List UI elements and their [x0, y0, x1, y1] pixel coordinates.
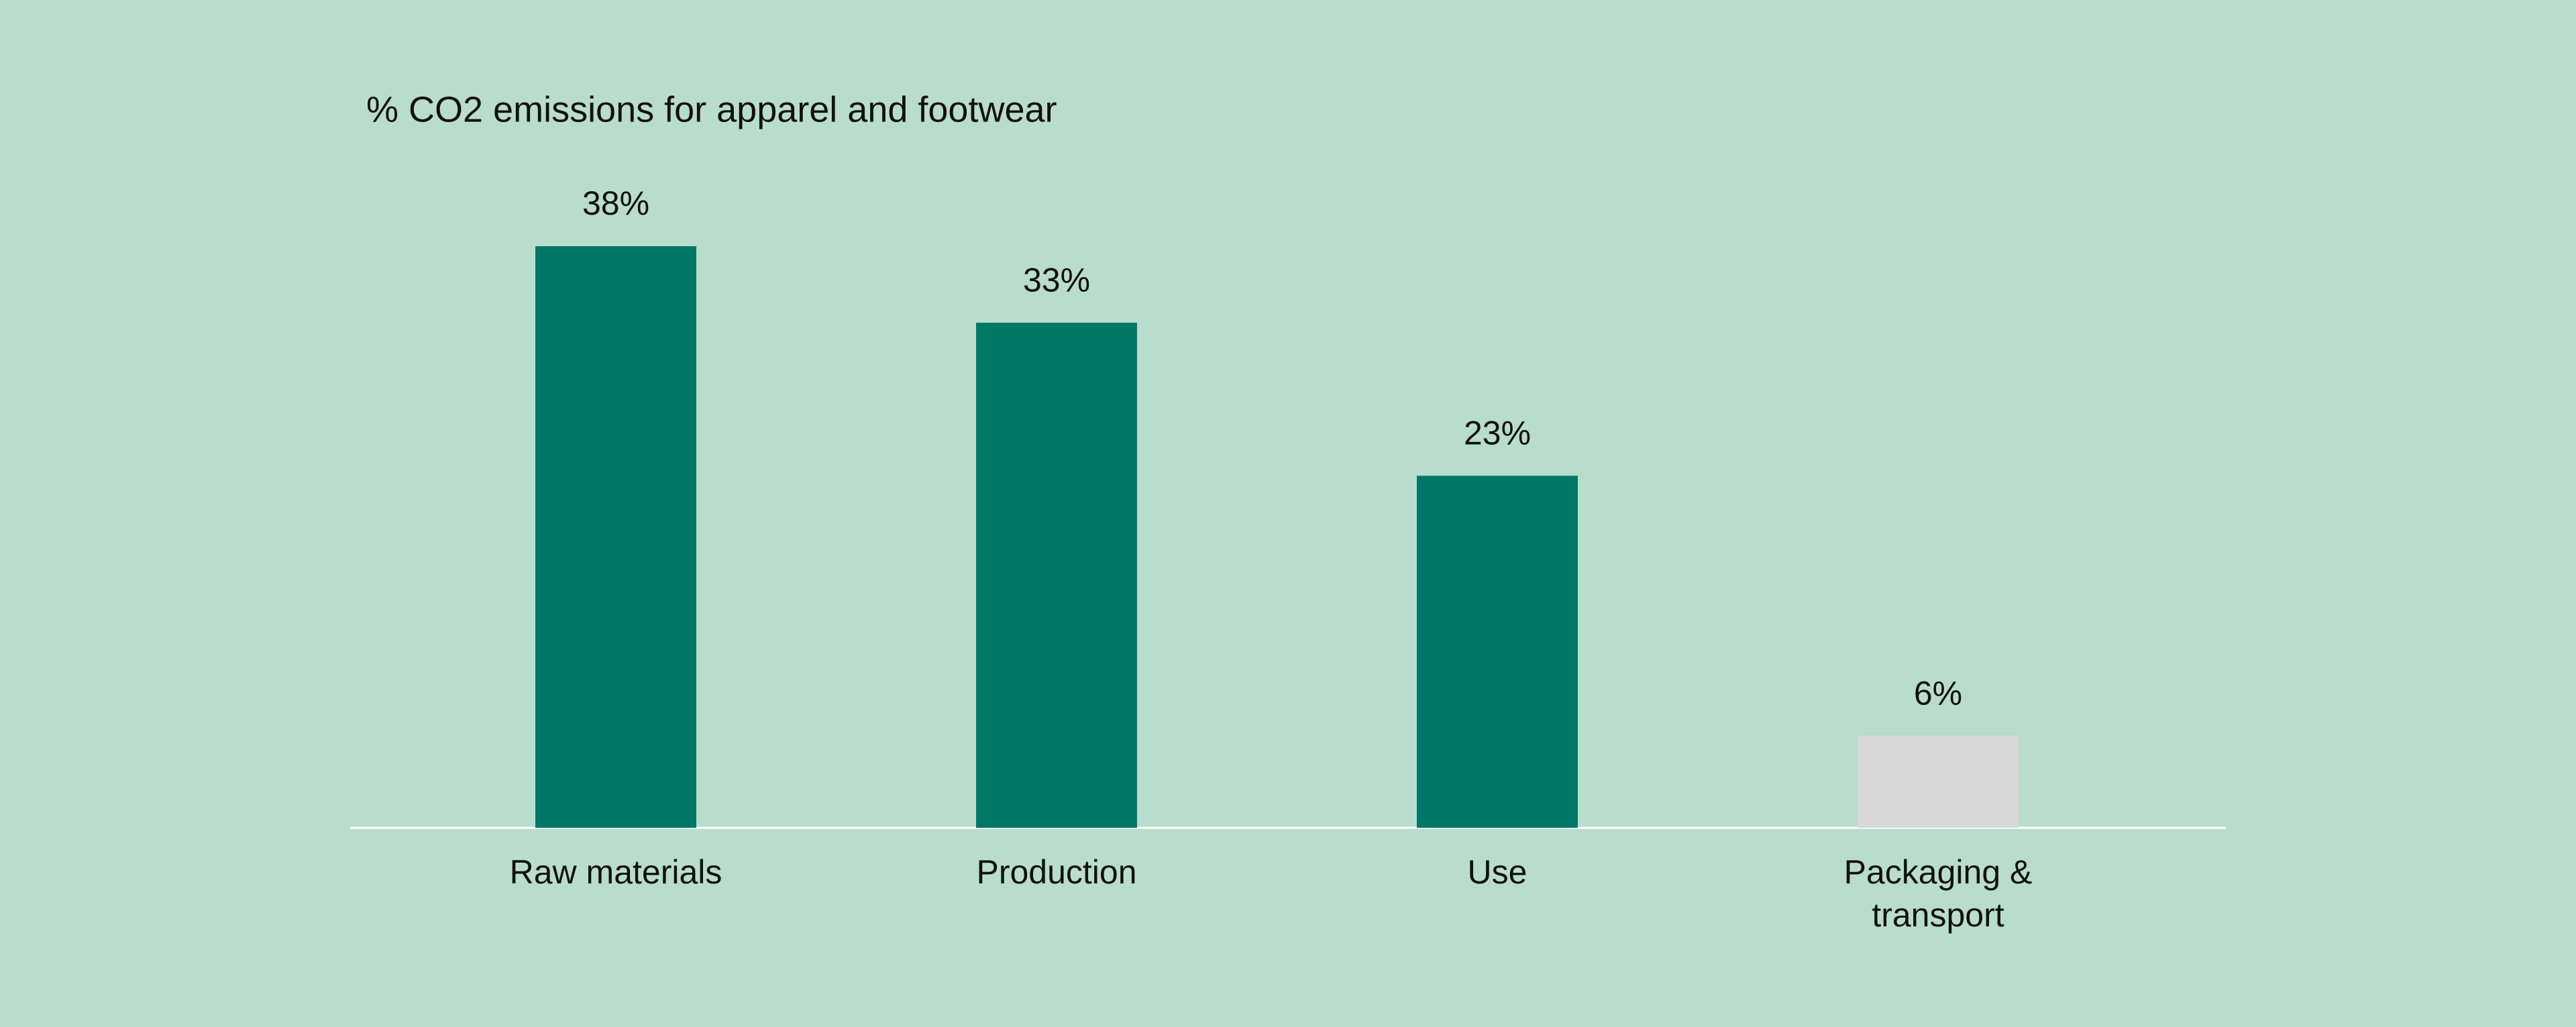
x-tick-label: Use	[1467, 853, 1527, 891]
bar	[976, 323, 1137, 828]
bar	[535, 246, 696, 828]
value-label: 6%	[1914, 674, 1962, 712]
bar	[1858, 736, 2019, 828]
x-tick-label: Production	[976, 853, 1137, 891]
value-label: 23%	[1464, 414, 1531, 451]
value-label: 38%	[582, 184, 649, 222]
x-tick-label: Packaging & transport	[1843, 853, 2033, 934]
chart-title: % CO2 emissions for apparel and footwear	[366, 89, 1057, 129]
value-label: 33%	[1023, 261, 1090, 299]
bar	[1417, 476, 1578, 828]
x-tick-label: Raw materials	[509, 853, 722, 891]
